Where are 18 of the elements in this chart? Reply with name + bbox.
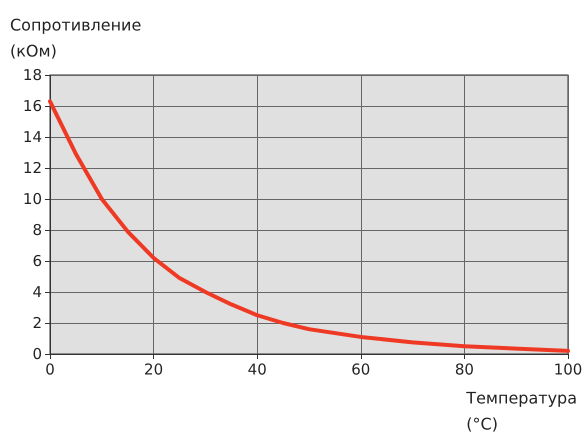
y-tick-label: 2 [32,314,42,332]
y-tick-label: 4 [32,283,42,301]
y-tick-label: 10 [22,190,42,208]
x-tick-label: 60 [351,360,370,378]
y-tick-label: 18 [22,66,42,84]
x-axis-title: Температура (°C) [465,388,577,434]
x-tick-label: 0 [45,360,55,378]
y-tick-label: 6 [32,252,42,270]
y-tick-label: 14 [22,128,42,146]
x-tick-label: 40 [248,360,267,378]
x-tick-label: 100 [554,360,582,378]
y-tick-label: 8 [32,221,42,239]
x-tick-label: 20 [144,360,164,378]
y-tick-label: 0 [32,345,42,363]
x-tick-label: 80 [454,360,474,378]
y-axis-title: Сопротивление (кОм) [10,16,142,60]
y-tick-label: 16 [22,97,42,115]
y-tick-label: 12 [22,159,42,177]
